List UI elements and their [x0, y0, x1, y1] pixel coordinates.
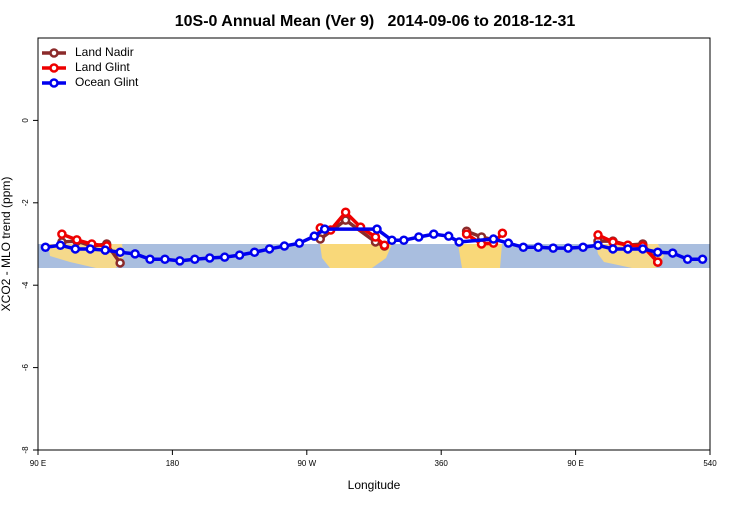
data-point — [115, 247, 125, 257]
x-tick-label: 540 — [703, 459, 717, 468]
y-tick-label: 0 — [21, 118, 30, 123]
data-point — [682, 254, 693, 264]
y-tick-label: -4 — [21, 281, 30, 289]
data-point — [85, 244, 96, 254]
x-axis-label: Longitude — [348, 478, 401, 492]
y-tick-label: -6 — [21, 363, 30, 371]
data-point — [697, 254, 708, 264]
data-point — [563, 243, 573, 253]
data-point — [145, 254, 155, 264]
data-point — [488, 234, 499, 244]
data-point — [379, 240, 390, 250]
data-point — [55, 240, 66, 250]
data-point — [454, 237, 464, 247]
data-point — [309, 231, 320, 241]
data-point — [294, 238, 305, 248]
legend-label: Land Glint — [75, 60, 130, 74]
data-point — [399, 235, 409, 246]
data-point — [443, 231, 454, 241]
data-point — [190, 254, 200, 264]
data-point — [264, 244, 275, 254]
data-point — [518, 242, 529, 253]
data-point — [279, 241, 290, 251]
data-point — [638, 244, 648, 254]
x-tick-label: 360 — [435, 459, 449, 468]
data-point — [100, 245, 110, 255]
data-point — [652, 247, 663, 257]
data-point — [234, 250, 245, 260]
data-point — [503, 238, 514, 248]
data-point — [667, 248, 678, 258]
data-point — [175, 256, 185, 266]
x-tick-label: 90 E — [567, 459, 583, 468]
data-point — [40, 242, 51, 253]
data-point — [428, 229, 439, 239]
data-point — [497, 228, 508, 239]
data-point — [219, 252, 230, 262]
data-point — [204, 253, 215, 263]
data-point — [340, 207, 351, 218]
data-point — [461, 229, 472, 239]
y-axis-label: XCO2 - MLO trend (ppm) — [0, 177, 13, 312]
data-point — [160, 254, 170, 264]
y-tick-label: -2 — [21, 199, 30, 207]
data-point — [57, 229, 67, 239]
legend-marker — [49, 63, 59, 73]
plot-frame — [37, 37, 711, 451]
data-point — [130, 249, 140, 259]
data-point — [70, 244, 81, 254]
data-point — [249, 247, 260, 257]
data-point — [370, 232, 381, 242]
legend-label: Land Nadir — [75, 45, 134, 59]
data-point — [578, 242, 588, 253]
legend-marker — [49, 48, 59, 58]
data-point — [608, 244, 618, 254]
data-point — [115, 258, 125, 268]
series-line — [61, 232, 107, 248]
data-point — [387, 235, 397, 246]
data-point — [72, 235, 82, 245]
data-point — [593, 230, 603, 240]
data-point — [319, 224, 330, 234]
legend-label: Ocean Glint — [75, 75, 139, 89]
data-point — [652, 257, 663, 267]
data-point — [548, 243, 558, 253]
x-tick-label: 90 W — [297, 459, 316, 468]
data-point — [414, 232, 424, 242]
x-tick-label: 90 E — [30, 459, 46, 468]
chart-title: 10S-0 Annual Mean (Ver 9) 2014-09-06 to … — [175, 13, 576, 30]
data-point — [593, 240, 603, 250]
data-point — [623, 244, 633, 254]
y-tick-label: -8 — [21, 446, 30, 454]
x-tick-label: 180 — [166, 459, 180, 468]
data-point — [533, 242, 544, 253]
data-point — [372, 224, 382, 234]
legend-marker — [49, 78, 59, 88]
